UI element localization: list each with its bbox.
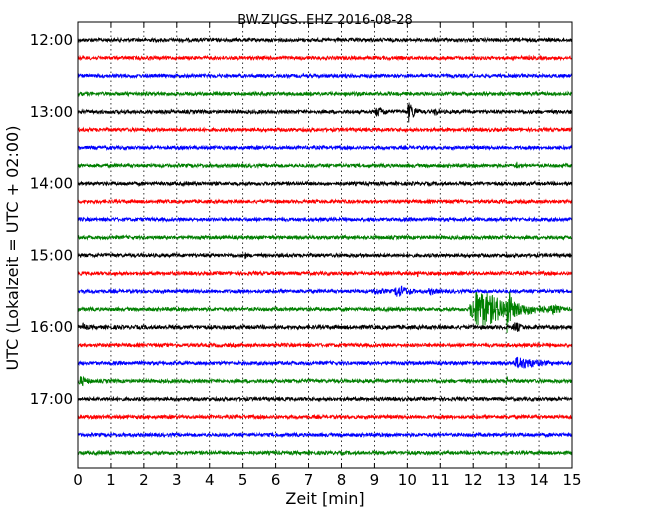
- trace-1600-black: [77, 322, 573, 332]
- x-tick-label: 10: [398, 471, 417, 489]
- trace-lines: [77, 36, 573, 457]
- x-tick-label: 4: [205, 471, 215, 489]
- trace-1545-green: [77, 291, 573, 333]
- y-tick-label: 16:00: [30, 318, 73, 336]
- x-tick-label: 9: [370, 471, 380, 489]
- x-tick-label: 7: [304, 471, 314, 489]
- trace-1315-red: [77, 126, 573, 134]
- x-tick-label: 0: [73, 471, 83, 489]
- x-tick-label: 8: [337, 471, 347, 489]
- trace-1445-green: [77, 233, 573, 241]
- plot-frame: [77, 21, 573, 469]
- trace-1515-red: [77, 269, 573, 278]
- x-tick-label: 13: [497, 471, 516, 489]
- trace-1430-blue: [77, 215, 573, 223]
- trace-1230-blue: [77, 72, 573, 80]
- y-tick-label: 12:00: [30, 31, 73, 49]
- trace-1530-blue: [77, 285, 572, 297]
- trace-1730-blue: [77, 431, 573, 439]
- axis-ticks: 0 1 2 3 4 5 6 7 8 9 10 11 12 13 14 1512:0013:0014:0015:…: [30, 22, 582, 489]
- x-axis-label: Zeit [min]: [285, 489, 364, 508]
- x-tick-label: 11: [431, 471, 450, 489]
- chart-title: BW.ZUGS..EHZ 2016-08-28: [237, 13, 413, 28]
- trace-1345-green: [77, 161, 573, 170]
- trace-1630-blue: [77, 356, 573, 369]
- trace-1200-black: [77, 36, 573, 44]
- x-tick-label: 6: [271, 471, 281, 489]
- x-tick-label: 2: [139, 471, 149, 489]
- y-tick-label: 15:00: [30, 246, 73, 264]
- trace-1500-black: [77, 251, 573, 260]
- x-tick-label: 3: [172, 471, 182, 489]
- y-tick-label: 14:00: [30, 175, 73, 193]
- x-tick-label: 5: [238, 471, 248, 489]
- trace-1400-black: [77, 180, 573, 188]
- x-tick-label: 12: [464, 471, 483, 489]
- trace-1645-green: [77, 375, 573, 387]
- trace-1745-green: [77, 449, 573, 457]
- x-tick-label: 14: [530, 471, 549, 489]
- x-tick-label: 15: [562, 471, 581, 489]
- trace-1215-red: [77, 54, 573, 62]
- y-axis-label: UTC (Lokalzeit = UTC + 02:00): [3, 126, 22, 371]
- trace-1715-red: [77, 413, 573, 421]
- x-tick-label: 1: [106, 471, 116, 489]
- trace-1245-green: [77, 90, 573, 98]
- trace-1415-red: [77, 198, 573, 206]
- y-tick-label: 13:00: [30, 103, 73, 121]
- trace-1330-blue: [77, 144, 573, 152]
- trace-1615-red: [77, 341, 573, 349]
- trace-1300-black: [77, 102, 573, 123]
- y-tick-label: 17:00: [30, 390, 73, 408]
- trace-1700-black: [77, 395, 573, 403]
